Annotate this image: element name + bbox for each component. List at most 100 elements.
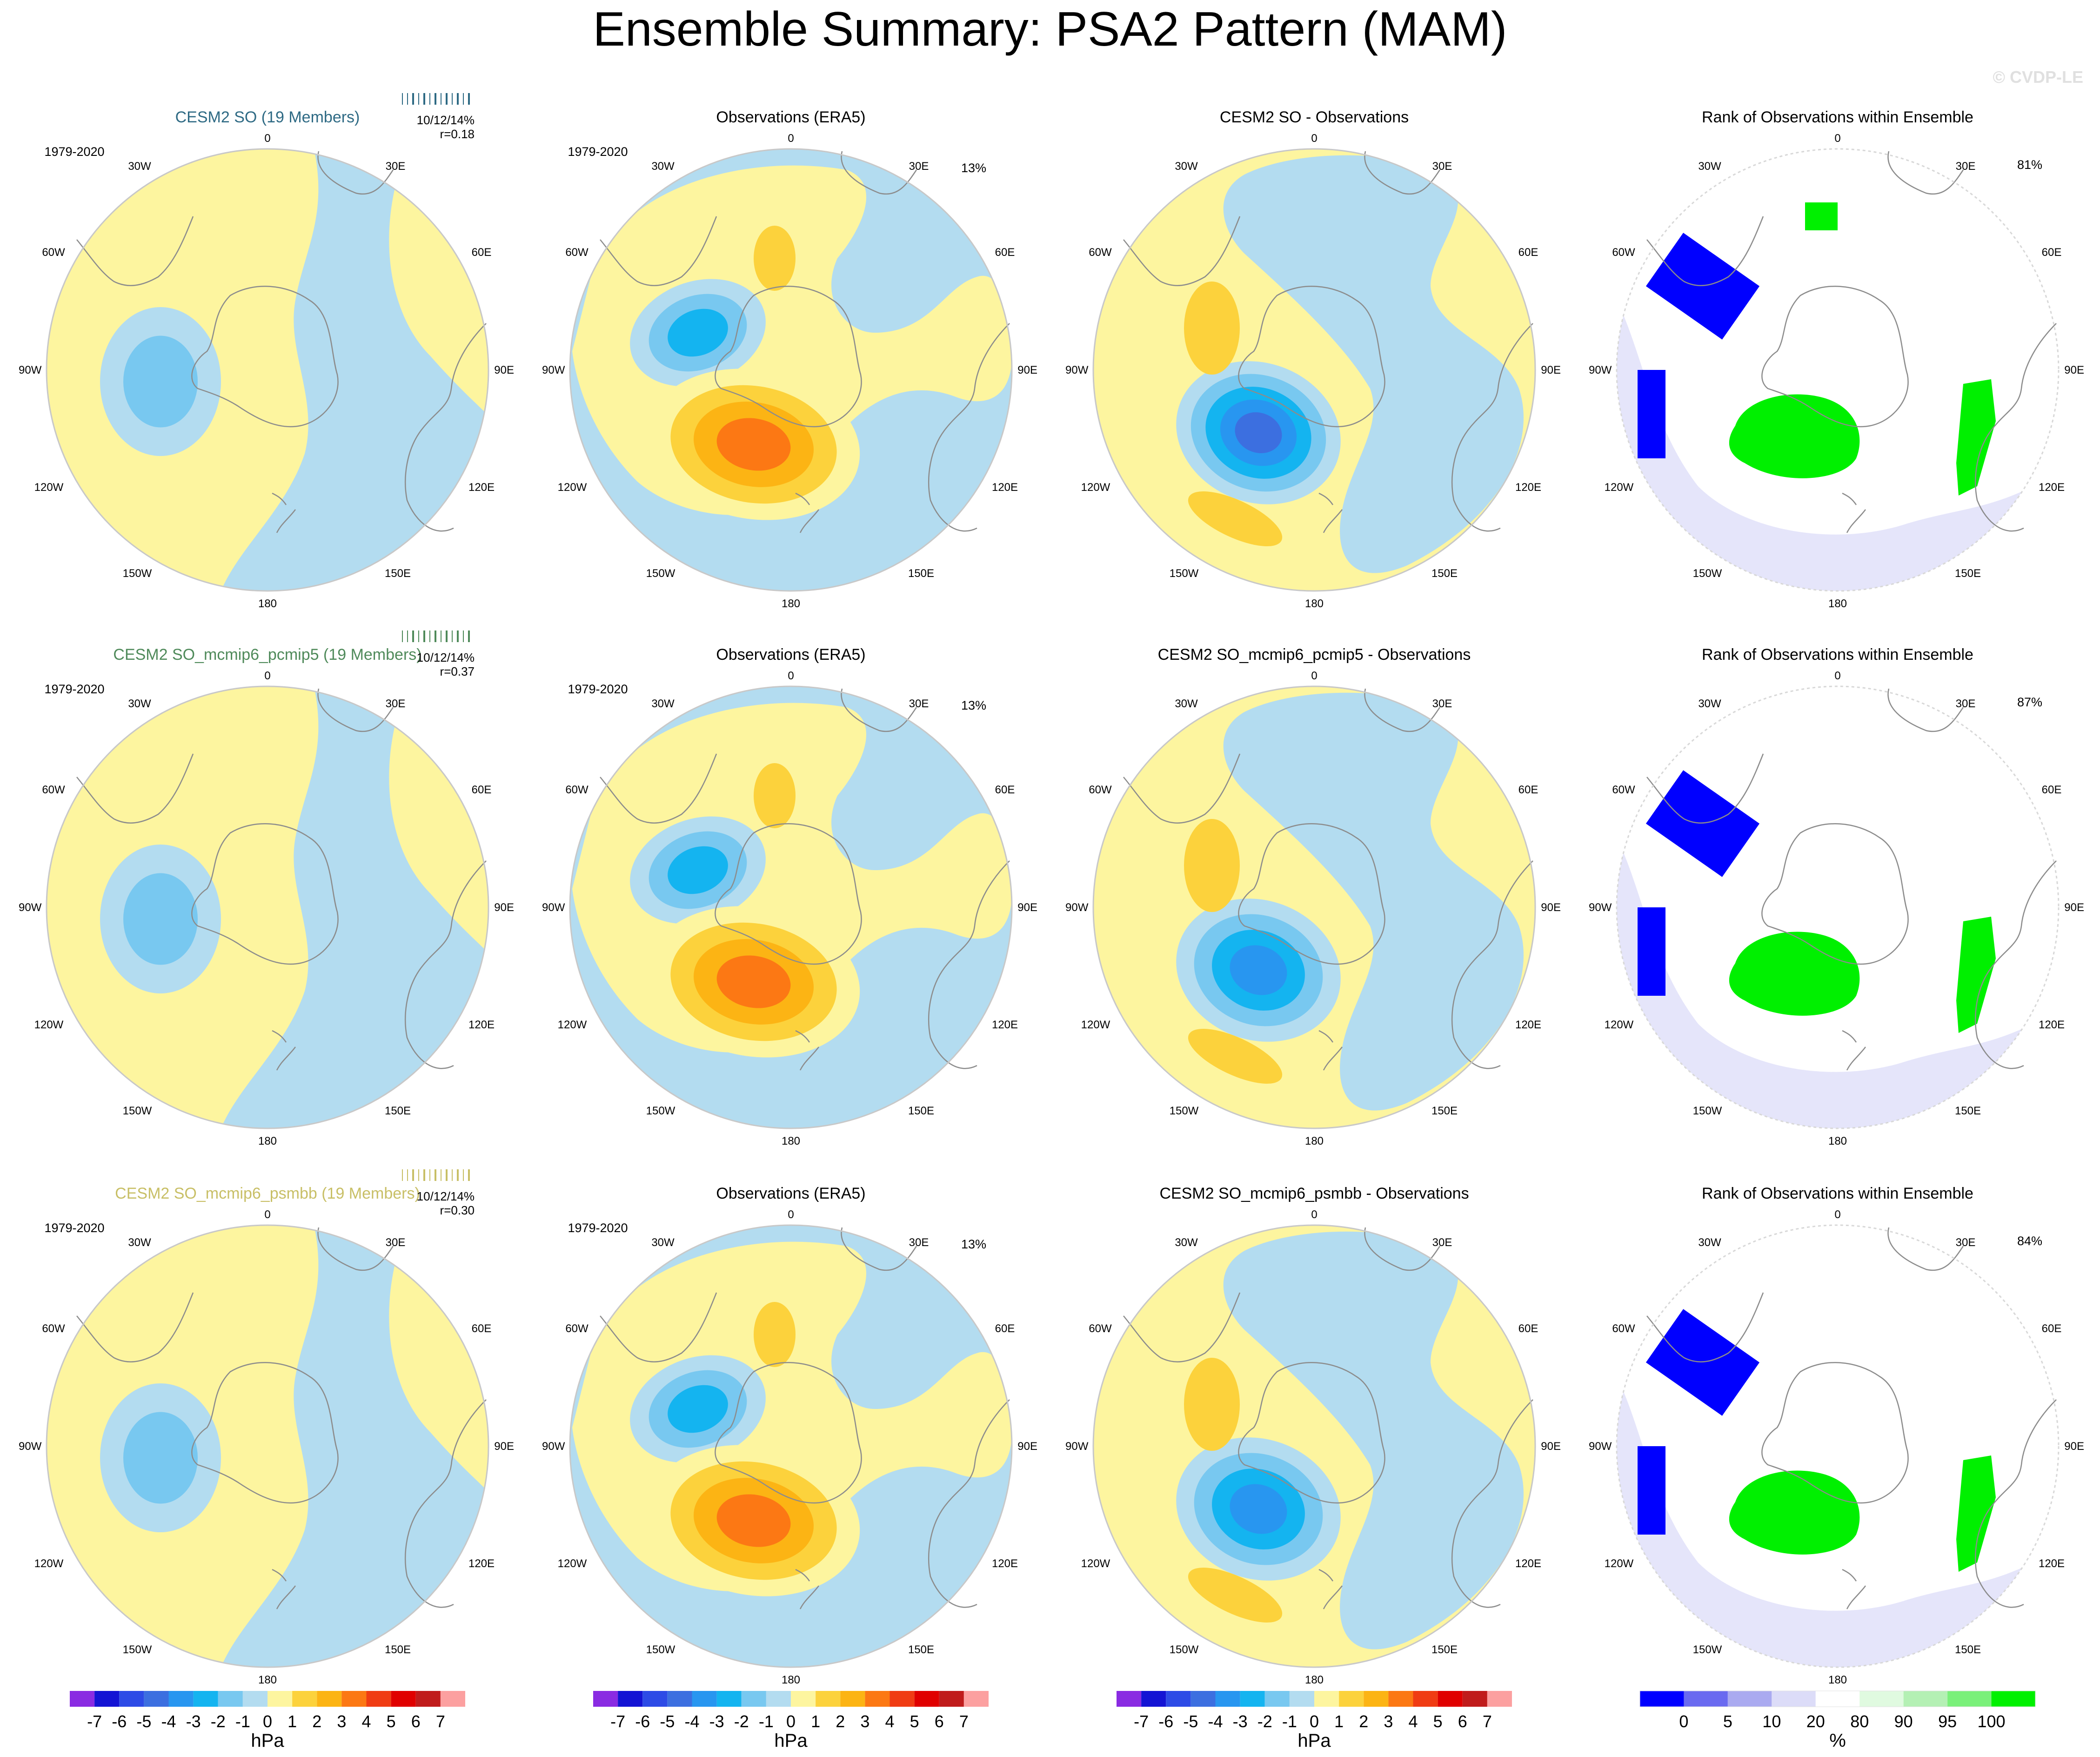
- colorbar-swatch: [618, 1691, 643, 1707]
- member-spread-ticks: [402, 1169, 470, 1181]
- lon-label-30e: 30E: [909, 160, 929, 173]
- lon-label-60e: 60E: [472, 246, 492, 259]
- map-field: [1617, 149, 2059, 591]
- colorbar-swatch: [642, 1691, 668, 1707]
- colorbar-unit: hPa: [251, 1730, 284, 1751]
- lon-label-120e: 120E: [992, 1557, 1018, 1570]
- lon-label-120e: 120E: [2039, 1019, 2065, 1031]
- lon-label-60w: 60W: [565, 784, 589, 796]
- lon-label-30w: 30W: [128, 160, 151, 173]
- lon-label-120w: 120W: [1081, 481, 1110, 494]
- lon-label-120w: 120W: [1605, 1557, 1634, 1570]
- colorbar-tick-label: -2: [1257, 1712, 1272, 1731]
- colorbar-tick-label: -2: [734, 1712, 749, 1731]
- lon-label-60e: 60E: [995, 784, 1015, 796]
- colorbar-swatch: [1240, 1691, 1265, 1707]
- lon-label-60w: 60W: [1612, 246, 1635, 259]
- lon-label-30e: 30E: [386, 697, 406, 710]
- colorbar-swatch: [840, 1691, 865, 1707]
- colorbar-swatch: [1684, 1691, 1728, 1707]
- rank-pct: 81%: [2017, 158, 2042, 172]
- negative-field: [221, 1225, 488, 1667]
- lon-label-30w: 30W: [1175, 1236, 1198, 1249]
- colorbar-outline: [1639, 1690, 2036, 1707]
- colorbar-swatch: [1815, 1691, 1860, 1707]
- pattern-correlation: r=0.18: [440, 127, 475, 141]
- lon-label-180: 180: [1305, 1135, 1324, 1147]
- colorbar-tick-label: 4: [1408, 1712, 1418, 1731]
- colorbar-swatch: [317, 1691, 342, 1707]
- colorbar-swatch: [692, 1691, 717, 1707]
- colorbar-tick-label: -4: [1208, 1712, 1223, 1731]
- lon-label-150w: 150W: [1170, 1105, 1199, 1117]
- colorbar-swatch: [193, 1691, 218, 1707]
- lon-label-90w: 90W: [19, 1440, 42, 1453]
- lon-label-60e: 60E: [472, 1322, 492, 1335]
- lon-label-60e: 60E: [2042, 784, 2062, 796]
- lon-label-0: 0: [788, 1208, 794, 1221]
- lon-label-120w: 120W: [34, 1557, 64, 1570]
- panel-row1-rank: Rank of Observations within Ensemble 0 180…: [1589, 108, 2084, 610]
- minor-high-south-level-1: [1188, 1568, 1283, 1623]
- lon-label-30w: 30W: [1698, 697, 1721, 710]
- colorbar-swatch: [1903, 1691, 1948, 1707]
- lon-label-90e: 90E: [1541, 901, 1561, 914]
- colorbar-hpa-1: -7 -6 -5 -4 -3 -2 -1 0 1 2 3 4 5 6 7 hPa: [70, 1691, 465, 1751]
- lon-label-120e: 120E: [468, 481, 495, 494]
- variance-pct: 10/12/14%: [417, 650, 475, 664]
- colorbar-tick-label: 0: [263, 1712, 272, 1731]
- colorbar-swatch: [914, 1691, 939, 1707]
- panel-title: CESM2 SO (19 Members): [175, 108, 360, 126]
- map-border: [569, 1224, 1013, 1668]
- colorbar-hpa-2: -7 -6 -5 -4 -3 -2 -1 0 1 2 3 4 5 6 7 hPa: [593, 1691, 989, 1751]
- lon-label-120w: 120W: [558, 1019, 587, 1031]
- colorbar-swatch: [667, 1691, 692, 1707]
- lon-label-60w: 60W: [1612, 1322, 1635, 1335]
- colorbar-swatch: [865, 1691, 890, 1707]
- colorbar-swatch: [144, 1691, 169, 1707]
- panel-row2-obs: Observations (ERA5) 0 180 90W 90E 30W 30E 60W 60…: [542, 646, 1037, 1147]
- panel-row3-rank: Rank of Observations within Ensemble 0 180…: [1589, 1185, 2084, 1686]
- colorbar-swatch: [716, 1691, 742, 1707]
- map-border: [46, 148, 489, 592]
- colorbar-swatch: [168, 1691, 194, 1707]
- lon-label-30e: 30E: [1432, 697, 1452, 710]
- lon-label-30e: 30E: [909, 697, 929, 710]
- lon-label-90w: 90W: [1065, 901, 1089, 914]
- lon-label-120e: 120E: [468, 1019, 495, 1031]
- colorbar-tick-label: -4: [161, 1712, 176, 1731]
- lon-label-90e: 90E: [2064, 364, 2084, 376]
- lon-label-30e: 30E: [1956, 160, 1976, 173]
- lon-label-90e: 90E: [1541, 1440, 1561, 1453]
- rank-100-patch: [1729, 394, 1860, 478]
- map-border: [1616, 1224, 2060, 1668]
- colorbar-tick-label: 2: [1359, 1712, 1368, 1731]
- lon-label-90e: 90E: [494, 901, 514, 914]
- lon-label-180: 180: [258, 1135, 277, 1147]
- colorbar-tick-label: 1: [288, 1712, 297, 1731]
- lon-label-150w: 150W: [1170, 1643, 1199, 1656]
- lon-label-180: 180: [782, 597, 800, 610]
- lon-label-90e: 90E: [1017, 364, 1037, 376]
- lon-label-150e: 150E: [1955, 1105, 1981, 1117]
- variance-pct: 13%: [961, 1237, 986, 1251]
- lon-label-150w: 150W: [1693, 1643, 1722, 1656]
- colorbar-swatch: [963, 1691, 989, 1707]
- lon-label-60e: 60E: [995, 1322, 1015, 1335]
- colorbar-swatch: [939, 1691, 964, 1707]
- colorbar-tick-label: -2: [211, 1712, 226, 1731]
- lon-label-150e: 150E: [908, 1105, 934, 1117]
- lon-label-90w: 90W: [542, 901, 565, 914]
- lon-label-180: 180: [258, 1674, 277, 1686]
- colorbar-swatch: [119, 1691, 144, 1707]
- panel-title: CESM2 SO_mcmip6_pcmip5 - Observations: [1158, 646, 1471, 664]
- colorbar-swatch: [1487, 1691, 1512, 1707]
- colorbar-tick-label: -6: [635, 1712, 650, 1731]
- colorbar-swatch: [1462, 1691, 1487, 1707]
- lon-label-60e: 60E: [472, 784, 492, 796]
- lon-label-30e: 30E: [1432, 1236, 1452, 1249]
- rank-10-20: [1617, 1376, 2059, 1667]
- lon-label-60w: 60W: [1089, 1322, 1112, 1335]
- map-field: [1617, 1225, 2059, 1667]
- colorbar-swatch: [1947, 1691, 1992, 1707]
